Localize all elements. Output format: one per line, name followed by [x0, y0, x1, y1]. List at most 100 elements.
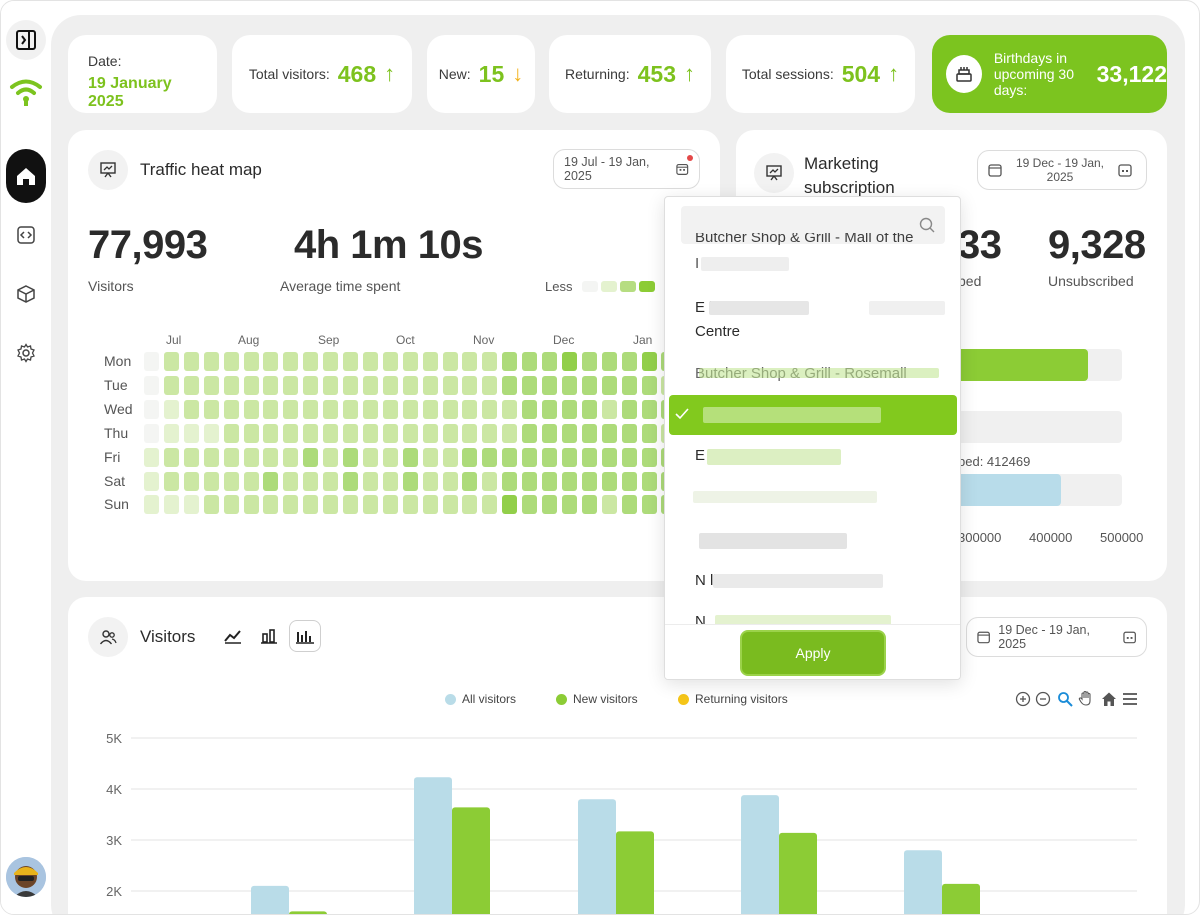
heatmap-cell[interactable]: [462, 447, 478, 467]
heatmap-cell[interactable]: [223, 352, 239, 371]
marketing-date-picker[interactable]: 19 Dec - 19 Jan, 2025: [977, 150, 1147, 190]
heatmap-cell[interactable]: [283, 352, 299, 371]
heatmap-cell[interactable]: [522, 399, 538, 419]
heatmap-cell[interactable]: [382, 447, 398, 467]
heatmap-cell[interactable]: [183, 471, 199, 491]
home-reset-icon[interactable]: [1101, 691, 1117, 707]
heatmap-cell[interactable]: [522, 423, 538, 443]
dropdown-search-input[interactable]: [681, 206, 945, 244]
heatmap-cell[interactable]: [422, 423, 438, 443]
heatmap-cell[interactable]: [502, 495, 518, 515]
heatmap-cell[interactable]: [362, 375, 378, 395]
sidebar-toggle-icon[interactable]: [6, 20, 46, 60]
heatmap-cell[interactable]: [462, 423, 478, 443]
heatmap-cell[interactable]: [422, 495, 438, 515]
heatmap-cell[interactable]: [283, 399, 299, 419]
heatmap-cell[interactable]: [303, 375, 319, 395]
heatmap-cell[interactable]: [303, 447, 319, 467]
heatmap-cell[interactable]: [323, 495, 339, 515]
heatmap-cell[interactable]: [621, 471, 637, 491]
zoom-out-icon[interactable]: [1035, 691, 1051, 707]
apply-button[interactable]: Apply: [740, 630, 886, 676]
heatmap-cell[interactable]: [422, 399, 438, 419]
heatmap-cell[interactable]: [502, 471, 518, 491]
pan-hand-icon[interactable]: [1078, 690, 1094, 706]
legend-returning-visitors[interactable]: Returning visitors: [678, 692, 788, 706]
heatmap-cell[interactable]: [402, 495, 418, 515]
heatmap-cell[interactable]: [581, 352, 597, 371]
heatmap-cell[interactable]: [144, 352, 159, 371]
heatmap-cell[interactable]: [621, 495, 637, 515]
heatmap-cell[interactable]: [402, 399, 418, 419]
zoom-in-icon[interactable]: [1015, 691, 1031, 707]
heatmap-cell[interactable]: [581, 471, 597, 491]
heatmap-cell[interactable]: [223, 495, 239, 515]
heatmap-cell[interactable]: [163, 471, 179, 491]
heatmap-cell[interactable]: [203, 423, 219, 443]
heatmap-cell[interactable]: [581, 399, 597, 419]
heatmap-cell[interactable]: [203, 447, 219, 467]
heatmap-cell[interactable]: [303, 399, 319, 419]
heatmap-cell[interactable]: [144, 375, 159, 395]
heatmap-cell[interactable]: [442, 375, 458, 395]
heatmap-cell[interactable]: [163, 423, 179, 443]
heatmap-cell[interactable]: [323, 471, 339, 491]
heatmap-cell[interactable]: [402, 375, 418, 395]
heatmap-cell[interactable]: [223, 375, 239, 395]
visitors-date-picker[interactable]: 19 Dec - 19 Jan, 2025: [966, 617, 1147, 657]
heatmap-cell[interactable]: [561, 399, 577, 419]
heatmap-cell[interactable]: [601, 447, 617, 467]
home-icon[interactable]: [6, 149, 46, 203]
heatmap-cell[interactable]: [402, 471, 418, 491]
heatmap-cell[interactable]: [343, 352, 358, 371]
heatmap-cell[interactable]: [362, 471, 378, 491]
heatmap-cell[interactable]: [323, 399, 339, 419]
heatmap-cell[interactable]: [581, 447, 597, 467]
heatmap-cell[interactable]: [621, 352, 637, 371]
heatmap-cell[interactable]: [482, 352, 498, 371]
dropdown-option[interactable]: Butcher Shop & Grill - Rosemall: [669, 363, 957, 385]
heatmap-cell[interactable]: [163, 375, 179, 395]
heatmap-cell[interactable]: [561, 375, 577, 395]
heatmap-cell[interactable]: [442, 352, 458, 371]
dropdown-option[interactable]: E: [669, 445, 957, 467]
heatmap-cell[interactable]: [542, 375, 557, 395]
legend-all-visitors[interactable]: All visitors: [445, 692, 516, 706]
heatmap-cell[interactable]: [183, 495, 199, 515]
heatmap-cell[interactable]: [163, 352, 179, 371]
code-icon[interactable]: [6, 215, 46, 255]
heatmap-cell[interactable]: [243, 471, 259, 491]
heatmap-cell[interactable]: [621, 375, 637, 395]
heatmap-cell[interactable]: [482, 399, 498, 419]
heatmap-cell[interactable]: [203, 471, 219, 491]
heatmap-cell[interactable]: [243, 352, 259, 371]
heatmap-cell[interactable]: [502, 375, 518, 395]
heatmap-cell[interactable]: [223, 423, 239, 443]
heatmap-cell[interactable]: [641, 352, 657, 371]
heatmap-cell[interactable]: [303, 423, 319, 443]
heatmap-cell[interactable]: [482, 495, 498, 515]
heatmap-cell[interactable]: [382, 423, 398, 443]
heatmap-cell[interactable]: [601, 399, 617, 419]
avatar[interactable]: [6, 857, 46, 897]
heatmap-cell[interactable]: [144, 447, 159, 467]
heatmap-cell[interactable]: [243, 375, 259, 395]
heatmap-cell[interactable]: [183, 423, 199, 443]
dropdown-option-selected[interactable]: [669, 395, 957, 435]
heatmap-cell[interactable]: [263, 495, 279, 515]
heatmap-cell[interactable]: [601, 375, 617, 395]
heatmap-date-picker[interactable]: 19 Jul - 19 Jan, 2025: [553, 149, 700, 189]
heatmap-cell[interactable]: [303, 471, 319, 491]
heatmap-cell[interactable]: [601, 423, 617, 443]
heatmap-cell[interactable]: [144, 471, 159, 491]
heatmap-cell[interactable]: [382, 352, 398, 371]
dropdown-option[interactable]: E l - M: [669, 297, 957, 319]
heatmap-cell[interactable]: [283, 495, 299, 515]
heatmap-cell[interactable]: [641, 471, 657, 491]
heatmap-cell[interactable]: [382, 375, 398, 395]
heatmap-cell[interactable]: [482, 447, 498, 467]
heatmap-cell[interactable]: [442, 447, 458, 467]
heatmap-cell[interactable]: [144, 423, 159, 443]
heatmap-cell[interactable]: [163, 399, 179, 419]
heatmap-cell[interactable]: [263, 423, 279, 443]
